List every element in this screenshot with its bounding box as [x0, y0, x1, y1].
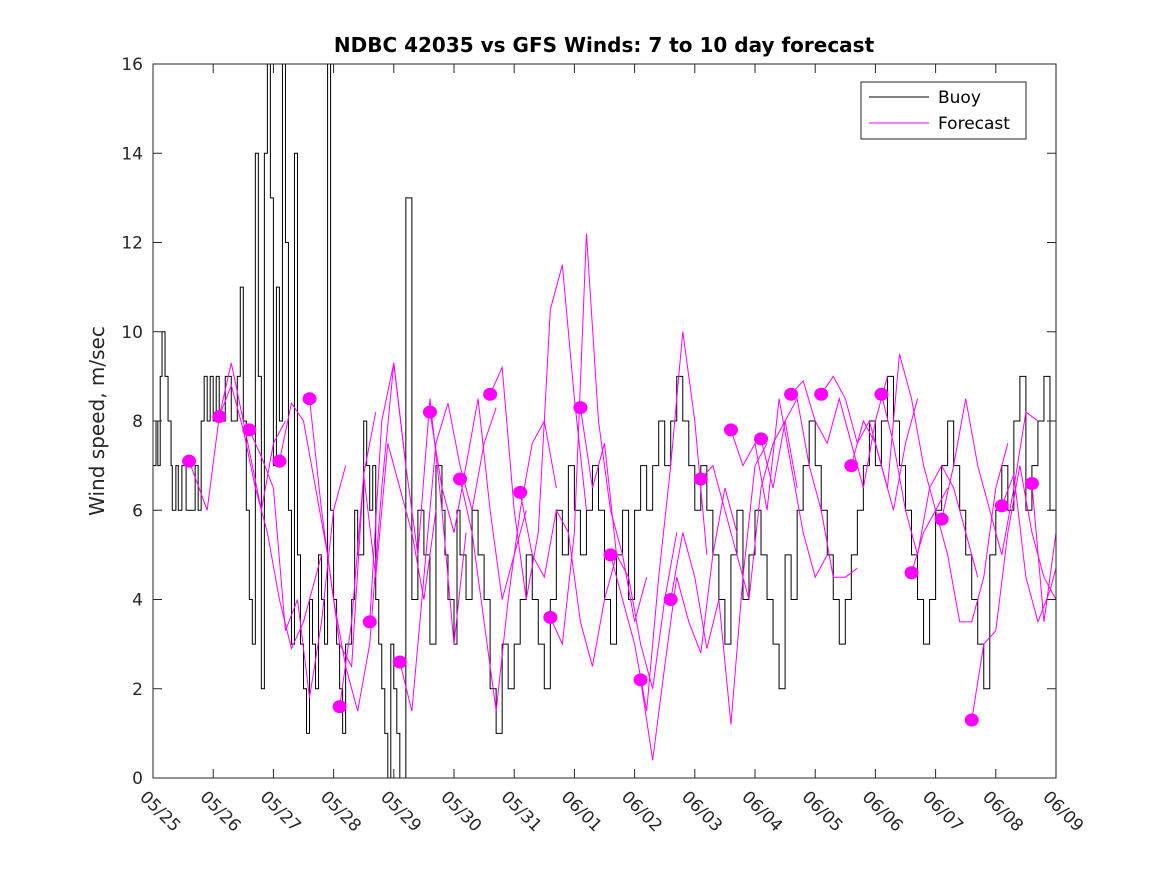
forecast-run-line-20 [790, 376, 888, 489]
forecast-marker [332, 700, 347, 714]
forecast-run-line-22 [850, 353, 949, 512]
forecast-run-line-12 [549, 233, 648, 647]
y-tick-label: 2 [132, 680, 143, 700]
forecast-run-line-1 [218, 383, 323, 651]
forecast-marker [453, 472, 468, 486]
forecast-marker [964, 713, 979, 727]
y-tick-label: 8 [132, 412, 143, 432]
forecast-run-line-25 [941, 398, 1039, 556]
forecast-marker [663, 593, 678, 606]
legend-box [860, 81, 1027, 140]
legend-label-forecast: Forecast [938, 114, 1010, 134]
forecast-marker [1024, 476, 1039, 490]
forecast-marker [302, 392, 317, 406]
forecast-marker [994, 499, 1009, 513]
y-tick-label: 16 [121, 55, 143, 75]
data-layer [153, 64, 1056, 778]
forecast-marker [844, 459, 859, 473]
forecast-marker [543, 610, 558, 624]
forecast-marker [754, 432, 769, 446]
forecast-marker [633, 673, 648, 687]
forecast-run-line-8 [429, 398, 527, 600]
forecast-run-line-15 [640, 487, 738, 761]
forecast-marker [784, 387, 799, 401]
forecast-run-line-7 [399, 403, 497, 712]
forecast-run-line-16 [670, 443, 768, 725]
forecast-marker [182, 454, 197, 468]
forecast-marker [573, 401, 588, 415]
y-tick-label: 12 [121, 234, 143, 254]
forecast-run-line-5 [339, 443, 437, 707]
forecast-run-line-0 [188, 362, 286, 511]
forecast-run-line-27 [1001, 474, 1056, 624]
forecast-marker [603, 548, 618, 562]
chart-title: NDBC 42035 vs GFS Winds: 7 to 10 day for… [334, 33, 875, 57]
y-tick-label: 0 [132, 769, 143, 789]
forecast-marker [362, 615, 377, 629]
legend: Buoy Forecast [860, 81, 1027, 140]
forecast-marker [392, 655, 407, 669]
forecast-run-line-6 [369, 362, 467, 645]
y-axis-label: Wind speed, m/sec [85, 326, 109, 516]
forecast-marker [904, 566, 919, 580]
forecast-marker [934, 512, 949, 526]
forecast-run-line-14 [610, 331, 708, 712]
forecast-run-line-19 [760, 397, 858, 578]
y-tick-label: 10 [121, 323, 143, 343]
forecast-marker [723, 423, 738, 437]
forecast-marker [272, 454, 287, 468]
forecast-marker [513, 485, 528, 499]
forecast-marker [874, 387, 889, 401]
forecast-marker [483, 387, 498, 401]
forecast-run-line-11 [519, 492, 618, 667]
forecast-marker [212, 410, 227, 424]
forecast-run-line-17 [700, 419, 798, 600]
forecast-run-line-23 [880, 394, 979, 578]
legend-label-buoy: Buoy [938, 88, 981, 108]
y-tick-label: 14 [121, 144, 143, 164]
forecast-run-line-9 [459, 419, 557, 712]
forecast-marker [422, 405, 437, 419]
y-tick-label: 4 [132, 591, 143, 611]
forecast-run-line-2 [248, 429, 347, 698]
forecast-marker [242, 423, 257, 437]
forecast-marker [814, 387, 829, 401]
forecast-run-line-4 [309, 362, 407, 712]
forecast-run-line-13 [579, 407, 678, 689]
forecast-run-line-10 [489, 264, 587, 600]
y-tick-label: 6 [132, 501, 143, 521]
forecast-run-line-21 [820, 375, 919, 511]
forecast-run-line-28 [1031, 483, 1056, 622]
forecast-run-line-18 [730, 398, 828, 579]
forecast-marker [693, 472, 708, 486]
plot-series [153, 64, 1056, 778]
forecast-run-line-26 [971, 465, 1056, 721]
